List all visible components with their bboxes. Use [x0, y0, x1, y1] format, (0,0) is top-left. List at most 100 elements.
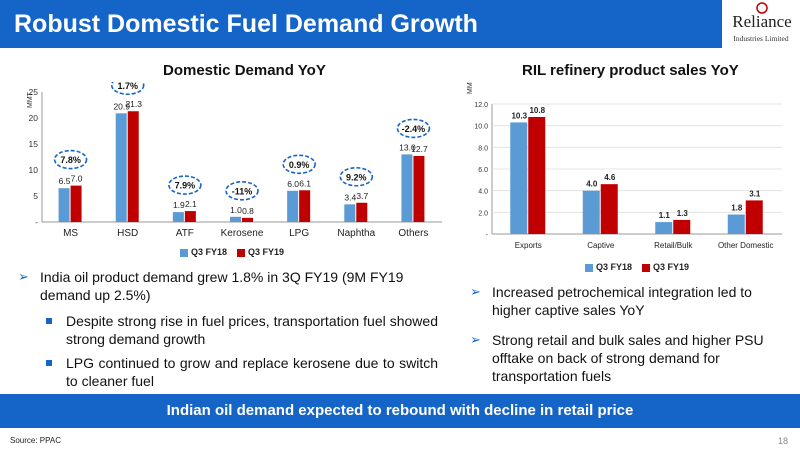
annotation-label: -2.4% — [402, 124, 426, 134]
legend-swatch-q3fy19 — [642, 263, 651, 272]
left-sub-text: Despite strong rise in fuel prices, tran… — [66, 313, 438, 347]
data-label: 10.3 — [511, 111, 527, 120]
data-label: 6.5 — [59, 176, 71, 186]
annotation-label: 7.9% — [175, 181, 196, 191]
data-label: 3.7 — [356, 191, 368, 201]
growth-annotation: 7.9% — [168, 175, 202, 195]
data-label: 7.0 — [71, 174, 83, 184]
x-tick-label: Others — [398, 228, 428, 239]
bar-q3fy18 — [582, 190, 600, 234]
data-label: 10.8 — [529, 106, 545, 115]
annotation-oval — [225, 181, 259, 201]
data-label: 4.6 — [604, 173, 616, 182]
data-label: 3.4 — [344, 192, 356, 202]
legend-swatch-q3fy18 — [180, 248, 188, 257]
annotation-oval — [396, 118, 431, 139]
annotation-oval — [339, 166, 374, 187]
y-tick-label: 15 — [29, 139, 39, 149]
bar-q3fy19 — [528, 117, 546, 234]
data-label: 20.9 — [113, 101, 130, 111]
y-tick-label: 10.0 — [474, 124, 488, 131]
chart2-title: RIL refinery product sales YoY — [522, 62, 739, 79]
y-tick-label: 25 — [29, 87, 39, 97]
data-label: 6.1 — [299, 178, 311, 188]
left-bullet-text: India oil product demand grew 1.8% in 3Q… — [40, 269, 404, 303]
x-tick-label: MS — [63, 228, 78, 239]
bar-q3fy19 — [70, 185, 82, 222]
annotation-oval — [110, 82, 145, 96]
x-tick-label: Naphtha — [337, 228, 375, 239]
x-tick-label: LPG — [289, 228, 309, 239]
data-label: 12.7 — [411, 144, 428, 154]
left-bullet: ➢ India oil product demand grew 1.8% in 3… — [18, 268, 438, 304]
arrow-bullet-icon: ➢ — [18, 269, 29, 284]
y-axis-label: MMT — [467, 82, 474, 94]
growth-annotation: 7.8% — [53, 149, 88, 170]
bar-q3fy18 — [727, 214, 745, 234]
square-bullet-icon — [46, 360, 52, 366]
annotation-label: 7.8% — [60, 155, 81, 165]
refinery-sales-chart: - 2.0 4.0 6.0 8.0 10.0 12.0 MMT 10.310.8 Exports 4… — [467, 82, 782, 250]
left-text-block: ➢ India oil product demand grew 1.8% in 3… — [18, 268, 438, 390]
left-sub-bullet-1: Despite strong rise in fuel prices, tran… — [32, 312, 438, 348]
left-sub-bullet-2: LPG continued to grow and replace kerose… — [32, 354, 438, 390]
data-label: 1.9 — [173, 200, 185, 210]
data-label: 1.0 — [230, 205, 242, 215]
x-tick-label: Captive — [587, 241, 615, 250]
right-bullet-1: ➢ Increased petrochemical integration led… — [470, 283, 780, 319]
logo-mark-icon — [756, 2, 768, 14]
growth-annotation: 1.7% — [110, 82, 145, 96]
bar-q3fy19 — [242, 217, 253, 222]
legend-swatch-q3fy18 — [585, 263, 593, 272]
bar-q3fy18 — [172, 212, 184, 222]
logo-subtitle: Industries Limited — [733, 34, 789, 43]
y-tick-label: - — [35, 217, 38, 227]
y-tick-label: 6.0 — [478, 167, 488, 174]
bar-q3fy18 — [401, 154, 413, 222]
bar-q3fy19 — [413, 155, 425, 222]
legend-swatch-q3fy19 — [237, 248, 246, 257]
growth-annotation: -11% — [225, 181, 259, 201]
legend-label: Q3 FY18 — [191, 247, 228, 257]
bar-q3fy19 — [745, 200, 763, 234]
right-bullet-2: ➢ Strong retail and bulk sales and higher… — [470, 331, 780, 385]
y-tick-label: 12.0 — [474, 102, 488, 109]
legend-label: Q3 FY18 — [596, 262, 633, 272]
bottom-banner: Indian oil demand expected to rebound wi… — [0, 394, 800, 428]
arrow-bullet-icon: ➢ — [470, 284, 481, 299]
annotation-oval — [53, 149, 88, 170]
data-label: 1.1 — [659, 211, 671, 220]
legend-item-q3fy18: Q3 FY18 — [585, 262, 632, 272]
bar-q3fy18 — [230, 216, 241, 222]
data-label: 1.8 — [731, 204, 743, 213]
right-text-block: ➢ Increased petrochemical integration led… — [470, 283, 780, 385]
y-tick-label: 10 — [29, 165, 39, 175]
legend-label: Q3 FY19 — [248, 247, 285, 257]
reliance-logo: Reliance Industries Limited — [724, 2, 798, 52]
annotation-label: 1.7% — [117, 82, 138, 91]
bar-q3fy19 — [600, 184, 618, 234]
growth-annotation: -2.4% — [396, 118, 431, 139]
logo-word: Reliance — [732, 12, 792, 31]
data-label: 4.0 — [586, 180, 598, 189]
chart1-title: Domestic Demand YoY — [163, 62, 326, 79]
bar-q3fy19 — [673, 219, 691, 234]
right-bullet-text: Increased petrochemical integration led … — [492, 284, 752, 318]
legend-item-q3fy18: Q3 FY18 — [180, 247, 227, 257]
bar-q3fy19 — [356, 202, 368, 222]
y-tick-label: - — [486, 232, 489, 239]
x-tick-label: ATF — [176, 228, 194, 239]
bar-q3fy18 — [655, 222, 673, 234]
square-bullet-icon — [46, 318, 52, 324]
data-label: 13.0 — [399, 142, 416, 152]
data-label: 1.3 — [677, 209, 689, 218]
x-tick-label: Other Domestic — [718, 241, 774, 250]
data-label: 2.1 — [185, 199, 197, 209]
bar-q3fy19 — [299, 190, 311, 222]
chart2-legend: Q3 FY18 Q3 FY19 — [585, 262, 689, 272]
growth-annotation: 9.2% — [339, 166, 374, 187]
legend-item-q3fy19: Q3 FY19 — [237, 247, 284, 257]
left-sub-text: LPG continued to grow and replace kerose… — [66, 355, 438, 389]
x-tick-label: Exports — [515, 241, 542, 250]
